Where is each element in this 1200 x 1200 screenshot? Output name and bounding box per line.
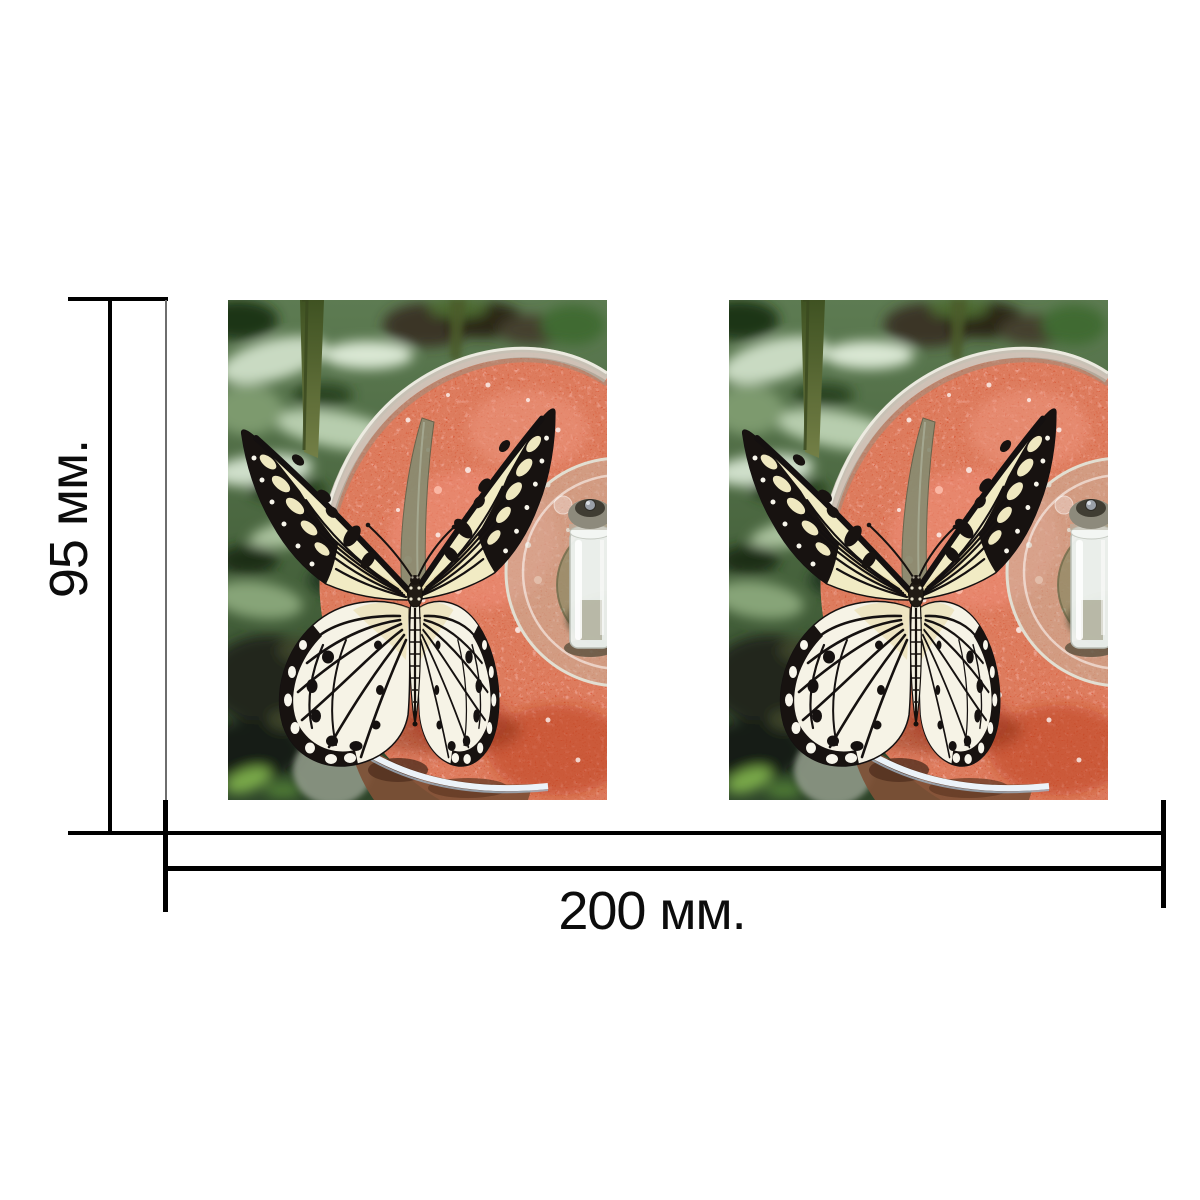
height-dimension-label: 95 мм. <box>39 439 99 599</box>
butterfly-photo-right-art <box>729 300 1108 800</box>
butterfly-photo-left <box>228 300 607 800</box>
height-dimension-cap-top <box>68 297 168 301</box>
sheet-left-edge-line <box>165 300 167 800</box>
width-dimension-tick-right <box>1161 800 1166 908</box>
width-dimension-tick-left <box>163 800 168 912</box>
butterfly-photo-left-art <box>228 300 607 800</box>
height-dimension-line <box>108 297 112 835</box>
sheet-bottom-edge-line <box>68 831 1166 835</box>
width-dimension-label: 200 мм. <box>558 881 746 941</box>
butterfly-photo-right <box>729 300 1108 800</box>
width-dimension-line <box>165 866 1166 871</box>
